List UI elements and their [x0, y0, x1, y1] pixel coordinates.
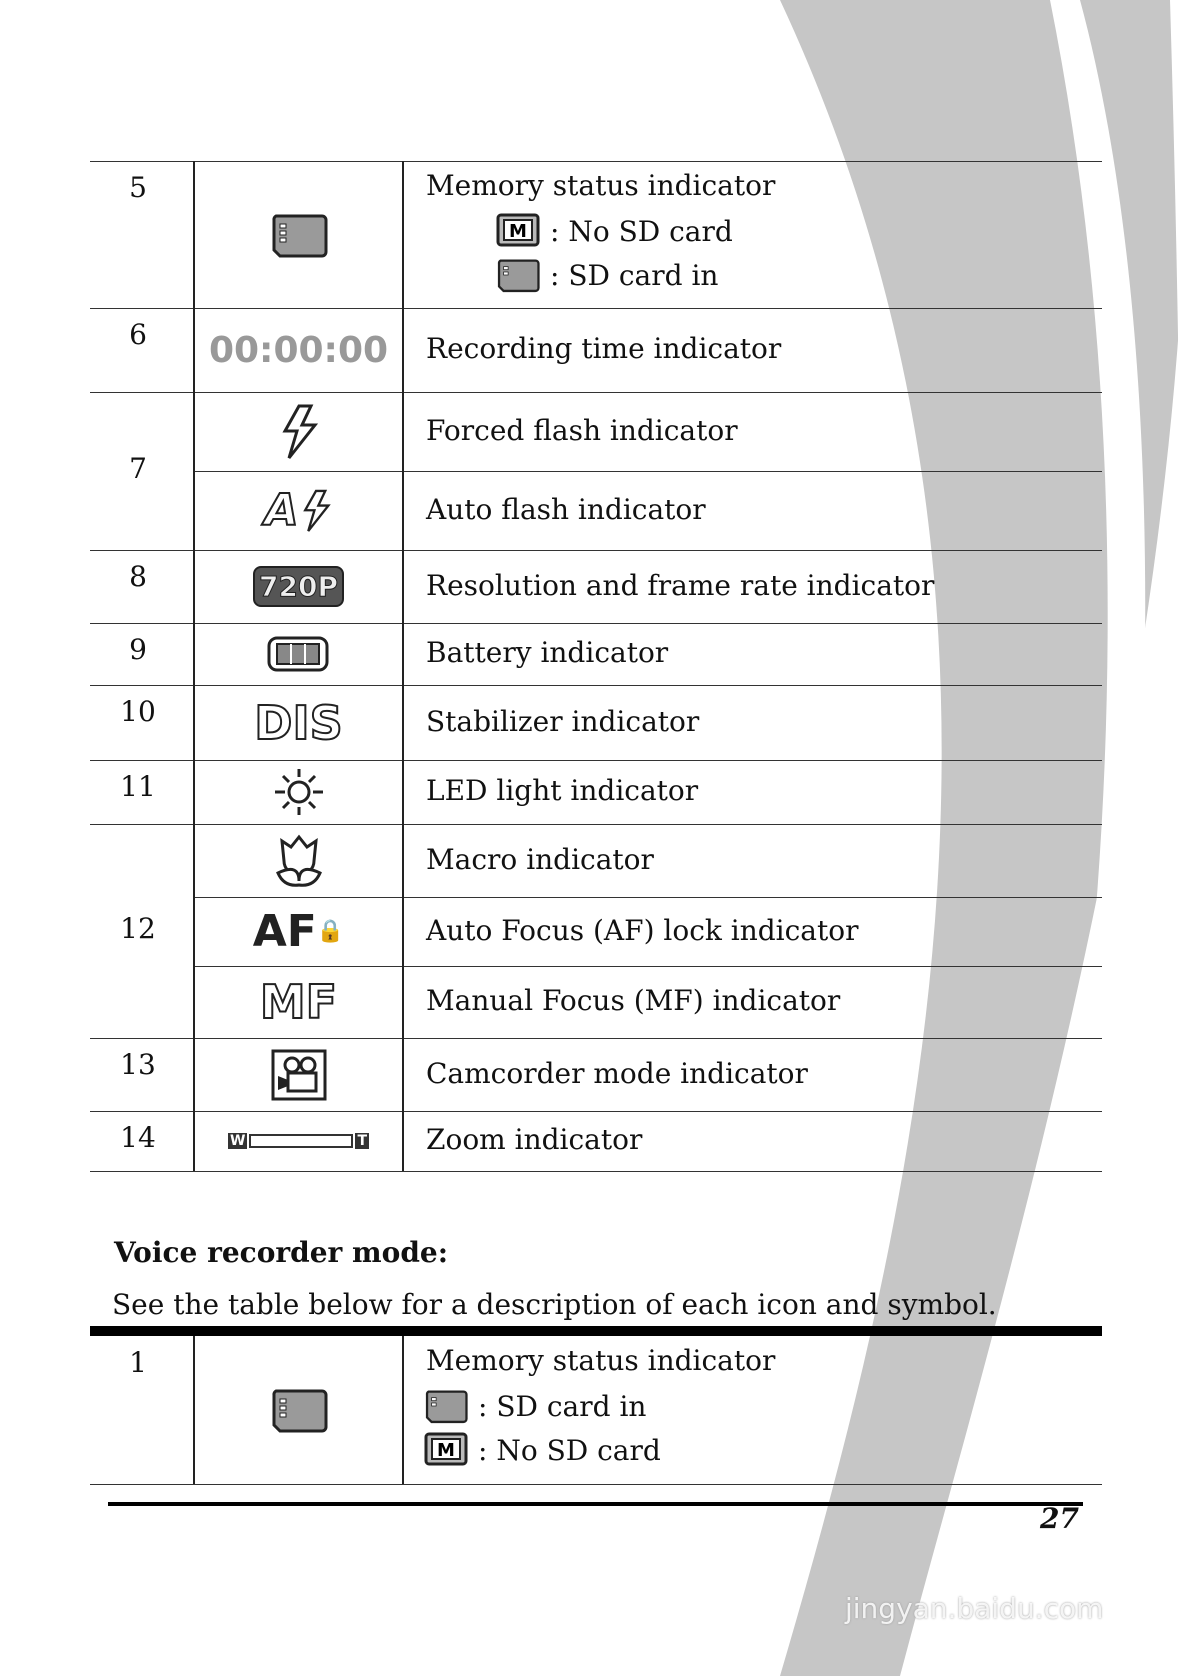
legend-text: : SD card in — [478, 1390, 647, 1423]
row-number: 13 — [120, 1048, 156, 1081]
row-number: 11 — [120, 770, 156, 803]
section-heading: Voice recorder mode: — [114, 1236, 449, 1269]
row-number: 12 — [120, 912, 156, 945]
row-number: 8 — [129, 560, 147, 593]
table-top-rule — [90, 1326, 1102, 1336]
svg-text:M: M — [509, 221, 527, 242]
section-intro: See the table below for a description of… — [112, 1288, 997, 1321]
row-divider — [90, 1484, 1102, 1485]
sd-card-in-icon — [496, 257, 540, 297]
row-divider — [90, 685, 1102, 686]
row-divider — [90, 824, 1102, 825]
row-label: LED light indicator — [426, 774, 699, 807]
row-number: 1 — [129, 1346, 147, 1379]
row-label: Memory status indicator — [426, 1344, 776, 1377]
row-label: Forced flash indicator — [426, 413, 738, 447]
indicator-icon: AF 🔒 — [252, 906, 345, 957]
sd-card-in-icon — [424, 1388, 468, 1428]
row-number: 7 — [129, 452, 147, 485]
row-divider — [193, 966, 1102, 967]
no-sd-card-icon: M — [496, 213, 540, 251]
row-divider — [90, 161, 1102, 162]
row-divider — [90, 1111, 1102, 1112]
indicator-icon: DIS — [253, 695, 343, 751]
row-label: Stabilizer indicator — [426, 704, 700, 738]
watermark-url: jingyan.baidu.com — [845, 1592, 1104, 1625]
indicator-icon: 00:00:00 — [208, 329, 389, 371]
row-number: 10 — [120, 695, 156, 728]
row-label: Macro indicator — [426, 842, 654, 876]
camcorder-icon — [195, 1038, 402, 1111]
row-label: Camcorder mode indicator — [426, 1056, 808, 1090]
row-label: Battery indicator — [426, 636, 669, 669]
legend-text: : No SD card — [478, 1434, 661, 1467]
legend-text: : No SD card — [550, 215, 733, 248]
row-label: Recording time indicator — [426, 332, 782, 365]
column-divider — [193, 161, 195, 1171]
row-divider — [90, 392, 1102, 393]
flash-icon — [195, 392, 402, 471]
row-number: 5 — [129, 171, 147, 204]
page-number: 27 — [1040, 1502, 1079, 1535]
column-divider — [402, 161, 404, 1171]
row-label: Auto flash indicator — [426, 492, 706, 526]
row-divider — [90, 550, 1102, 551]
indicator-icon: 720P — [195, 550, 402, 623]
row-divider — [90, 623, 1102, 624]
row-label: Resolution and frame rate indicator — [426, 568, 935, 602]
row-divider — [193, 471, 1102, 472]
legend-text: : SD card in — [550, 259, 719, 292]
row-divider — [90, 308, 1102, 309]
row-label: Zoom indicator — [426, 1123, 643, 1156]
row-divider — [90, 1171, 1102, 1172]
row-number: 6 — [129, 318, 147, 351]
no-sd-card-icon: M — [424, 1432, 468, 1470]
indicator-icon: MF — [259, 974, 338, 1030]
row-label: Memory status indicator — [426, 169, 776, 202]
sd-card-icon — [195, 161, 402, 308]
led-light-icon — [195, 760, 402, 824]
auto-flash-icon: A — [195, 471, 402, 550]
column-divider — [193, 1336, 195, 1484]
row-divider — [193, 897, 1102, 898]
row-label: Manual Focus (MF) indicator — [426, 984, 841, 1017]
row-number: 14 — [120, 1121, 156, 1154]
row-number: 9 — [129, 633, 147, 666]
column-divider — [402, 1336, 404, 1484]
svg-text:M: M — [437, 1440, 455, 1461]
battery-icon — [195, 623, 402, 685]
footer-rule — [108, 1502, 1083, 1506]
row-label: Auto Focus (AF) lock indicator — [426, 913, 859, 947]
sd-card-icon — [195, 1336, 402, 1484]
row-divider — [90, 1038, 1102, 1039]
row-divider — [90, 760, 1102, 761]
macro-flower-icon — [195, 824, 402, 897]
